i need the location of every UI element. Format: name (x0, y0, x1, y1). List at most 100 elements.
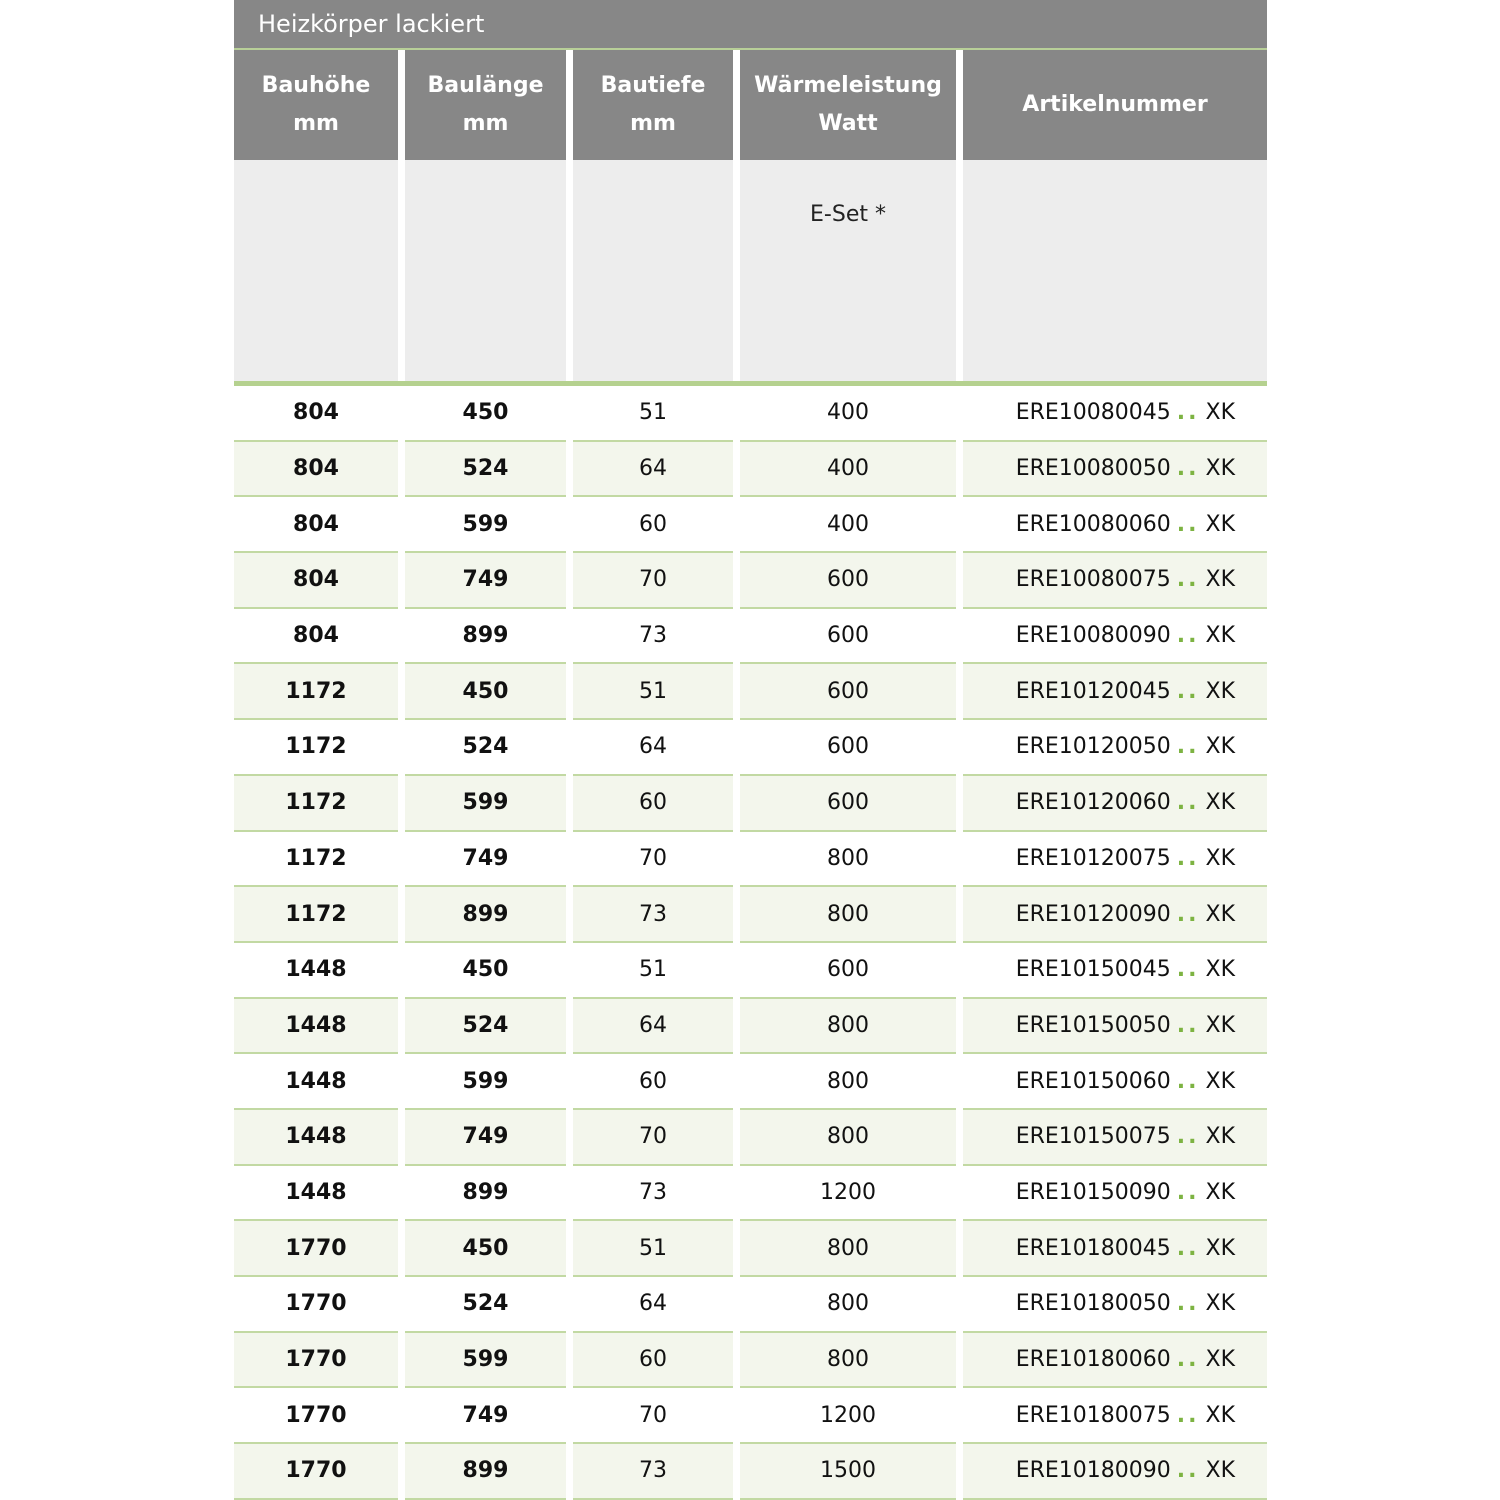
cell-artikelnummer: ERE10180045.. XK (963, 1221, 1267, 1277)
header-artikelnummer: Artikelnummer (963, 50, 1267, 160)
cell-artikelnummer: ERE10180090.. XK (963, 1444, 1267, 1500)
cell-bautiefe: 60 (573, 497, 733, 554)
cell-bautiefe: 70 (573, 832, 733, 888)
dots-separator: .. (1176, 790, 1200, 816)
article-number: ERE10150050 (1015, 1012, 1171, 1038)
cell-baulaenge: 524 (405, 441, 566, 498)
dots-separator: .. (1176, 400, 1200, 426)
dots-separator: .. (1176, 845, 1200, 871)
cell-artikelnummer: ERE10120090.. XK (963, 887, 1267, 943)
dots-separator: .. (1176, 678, 1200, 704)
cell-bautiefe: 60 (573, 1332, 733, 1389)
cell-baulaenge: 450 (405, 664, 566, 721)
article-number: ERE10080045 (1015, 400, 1171, 426)
header-label: Artikelnummer (1022, 92, 1208, 117)
header-label: Bautiefe mm (600, 73, 706, 136)
article-suffix: XK (1205, 623, 1236, 649)
cell-waermeleistung: 800 (740, 832, 956, 888)
cell-bauhoehe: 1448 (234, 1109, 398, 1166)
cell-waermeleistung: 1200 (740, 1166, 956, 1222)
cell-waermeleistung: 800 (740, 1332, 956, 1389)
article-number: ERE10120060 (1015, 790, 1171, 816)
cell-bauhoehe: 1770 (234, 1277, 398, 1333)
cell-baulaenge: 450 (405, 943, 566, 999)
article-suffix: XK (1205, 1458, 1236, 1484)
dots-separator: .. (1176, 511, 1200, 537)
article-suffix: XK (1205, 511, 1236, 537)
dots-separator: .. (1176, 1291, 1200, 1317)
cell-waermeleistung: 1200 (740, 1388, 956, 1445)
cell-artikelnummer: ERE10150060.. XK (963, 1054, 1267, 1110)
cell-bautiefe: 51 (573, 943, 733, 999)
article-number: ERE10120090 (1015, 901, 1171, 927)
cell-bautiefe: 51 (573, 664, 733, 721)
cell-bautiefe: 64 (573, 998, 733, 1055)
article-number: ERE10180060 (1015, 1347, 1171, 1373)
cell-artikelnummer: ERE10180075.. XK (963, 1388, 1267, 1445)
subheader-cell (963, 160, 1267, 381)
dots-separator: .. (1176, 1402, 1200, 1428)
subheader-cell (573, 160, 733, 381)
cell-waermeleistung: 600 (740, 553, 956, 609)
dots-separator: .. (1176, 1012, 1200, 1038)
cell-artikelnummer: ERE10150050.. XK (963, 998, 1267, 1055)
cell-artikelnummer: ERE10120045.. XK (963, 664, 1267, 721)
cell-waermeleistung: 800 (740, 998, 956, 1055)
cell-bauhoehe: 1448 (234, 998, 398, 1055)
subheader-eset: E-Set * (740, 160, 956, 381)
cell-bautiefe: 73 (573, 1166, 733, 1222)
cell-waermeleistung: 400 (740, 497, 956, 554)
cell-baulaenge: 899 (405, 887, 566, 943)
article-number: ERE10180050 (1015, 1291, 1171, 1317)
article-number: ERE10080060 (1015, 511, 1171, 537)
cell-bautiefe: 51 (573, 386, 733, 442)
table-title: Heizkörper lackiert (234, 0, 1267, 50)
dots-separator: .. (1176, 957, 1200, 983)
cell-baulaenge: 749 (405, 553, 566, 609)
cell-bauhoehe: 804 (234, 386, 398, 442)
cell-artikelnummer: ERE10150075.. XK (963, 1109, 1267, 1166)
article-suffix: XK (1205, 678, 1236, 704)
cell-bauhoehe: 1172 (234, 887, 398, 943)
cell-baulaenge: 524 (405, 998, 566, 1055)
cell-baulaenge: 450 (405, 1221, 566, 1277)
dots-separator: .. (1176, 1235, 1200, 1261)
article-suffix: XK (1205, 1012, 1236, 1038)
article-suffix: XK (1205, 400, 1236, 426)
article-number: ERE10180090 (1015, 1458, 1171, 1484)
article-number: ERE10120045 (1015, 678, 1171, 704)
cell-waermeleistung: 600 (740, 775, 956, 832)
article-number: ERE10180045 (1015, 1235, 1171, 1261)
cell-bautiefe: 64 (573, 720, 733, 776)
article-number: ERE10080090 (1015, 623, 1171, 649)
cell-baulaenge: 749 (405, 1388, 566, 1445)
cell-baulaenge: 599 (405, 775, 566, 832)
header-waermeleistung: Wärmeleistung Watt (740, 50, 956, 160)
article-suffix: XK (1205, 456, 1236, 482)
article-suffix: XK (1205, 901, 1236, 927)
cell-baulaenge: 749 (405, 1109, 566, 1166)
cell-bautiefe: 70 (573, 1388, 733, 1445)
header-label: Bauhöhe mm (261, 73, 371, 136)
cell-waermeleistung: 600 (740, 720, 956, 776)
dots-separator: .. (1176, 1347, 1200, 1373)
article-number: ERE10080075 (1015, 567, 1171, 593)
cell-bauhoehe: 804 (234, 497, 398, 554)
article-number: ERE10150090 (1015, 1179, 1171, 1205)
header-bauhoehe: Bauhöhe mm (234, 50, 398, 160)
cell-baulaenge: 899 (405, 609, 566, 665)
cell-bautiefe: 64 (573, 441, 733, 498)
cell-bautiefe: 64 (573, 1277, 733, 1333)
article-suffix: XK (1205, 957, 1236, 983)
dots-separator: .. (1176, 1179, 1200, 1205)
cell-bautiefe: 51 (573, 1221, 733, 1277)
dots-separator: .. (1176, 901, 1200, 927)
cell-baulaenge: 599 (405, 1332, 566, 1389)
cell-artikelnummer: ERE10080060.. XK (963, 497, 1267, 554)
dots-separator: .. (1176, 734, 1200, 760)
article-number: ERE10120050 (1015, 734, 1171, 760)
cell-artikelnummer: ERE10120075.. XK (963, 832, 1267, 888)
cell-bauhoehe: 804 (234, 553, 398, 609)
cell-baulaenge: 524 (405, 720, 566, 776)
cell-bautiefe: 73 (573, 609, 733, 665)
